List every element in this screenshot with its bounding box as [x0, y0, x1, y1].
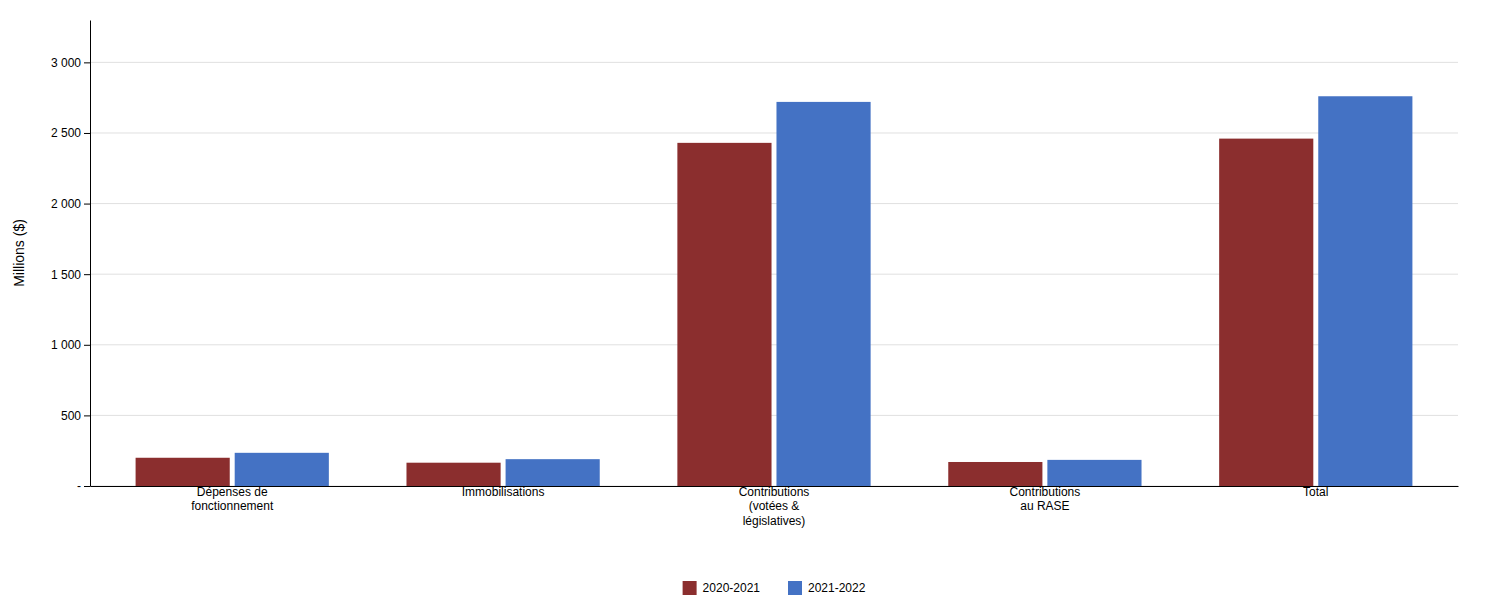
grid-line [90, 62, 1458, 63]
y-tick-label: 500 [61, 409, 81, 423]
y-tick-label: 1 500 [51, 268, 81, 282]
y-tick-label: - [77, 479, 81, 493]
bar [776, 102, 870, 486]
y-tick: 2 000 [51, 197, 90, 211]
y-tick-label: 3 000 [51, 56, 81, 70]
legend-item: 2021-2022 [788, 581, 866, 595]
y-tick-label: 2 500 [51, 126, 81, 140]
x-tick: Total [1303, 485, 1328, 499]
y-tick: 2 500 [51, 126, 90, 140]
y-tick-label: 2 000 [51, 197, 81, 211]
y-tick-mark [84, 274, 90, 275]
bar [1219, 139, 1313, 486]
x-tick: Contributionsau RASE [1010, 485, 1081, 513]
x-tick-label-line: fonctionnement [191, 499, 274, 513]
y-tick-mark [84, 62, 90, 63]
y-axis-line [90, 21, 91, 487]
legend-swatch [788, 581, 802, 595]
bars [136, 96, 1413, 486]
y-axis-title: Millions ($) [11, 219, 27, 287]
y-tick: 1 500 [51, 268, 90, 282]
x-tick: Immobilisations [462, 485, 545, 499]
grid [90, 62, 1458, 486]
y-tick-mark [84, 204, 90, 205]
bar [1047, 460, 1141, 486]
legend-item: 2020-2021 [683, 581, 761, 595]
bar [948, 462, 1042, 486]
x-tick-label: Total [1303, 485, 1328, 499]
y-tick-label: 1 000 [51, 338, 81, 352]
y-tick: 1 000 [51, 338, 90, 352]
x-tick: Contributions(votées &législatives) [739, 485, 810, 528]
x-tick-label: Dépenses defonctionnement [191, 485, 274, 513]
legend-label: 2021-2022 [808, 581, 866, 595]
x-axis: Dépenses defonctionnement Immobilisations… [91, 485, 1459, 528]
y-tick: 3 000 [51, 56, 90, 70]
y-tick-mark [84, 133, 90, 134]
y-tick-mark [84, 415, 90, 416]
x-tick-label-line: Contributions [739, 485, 810, 499]
bar [406, 463, 500, 486]
y-tick-mark [84, 486, 90, 487]
legend-swatch [683, 581, 697, 595]
plot: - 500 1 000 1 500 2 000 2 500 3 000 Dépenses de… [51, 21, 1459, 528]
bar [1318, 96, 1412, 486]
x-tick-label: Contributionsau RASE [1010, 485, 1081, 513]
x-tick-label: Contributions(votées &législatives) [739, 485, 810, 528]
x-tick-label-line: Dépenses de [197, 485, 268, 499]
chart: - 500 1 000 1 500 2 000 2 500 3 000 Dépenses de… [0, 0, 1488, 616]
bar [136, 458, 230, 486]
bar-series [235, 96, 1413, 486]
grid-line [90, 132, 1458, 133]
y-tick-mark [84, 345, 90, 346]
y-tick: 500 [61, 409, 90, 423]
bar-series [136, 139, 1314, 486]
legend: 2020-2021 2021-2022 [683, 581, 866, 595]
legend-label: 2020-2021 [703, 581, 761, 595]
y-axis: - 500 1 000 1 500 2 000 2 500 3 000 [51, 21, 91, 494]
x-tick: Dépenses defonctionnement [191, 485, 274, 513]
y-tick: - [77, 479, 90, 493]
x-tick-label-line: au RASE [1020, 499, 1069, 513]
x-tick-label-line: législatives) [743, 514, 806, 528]
x-tick-label-line: Immobilisations [462, 485, 545, 499]
bar [506, 459, 600, 486]
x-tick-label-line: Contributions [1010, 485, 1081, 499]
x-tick-label: Immobilisations [462, 485, 545, 499]
bar [677, 143, 771, 486]
bar [235, 453, 329, 486]
x-tick-label-line: Total [1303, 485, 1328, 499]
x-tick-label-line: (votées & [749, 499, 800, 513]
